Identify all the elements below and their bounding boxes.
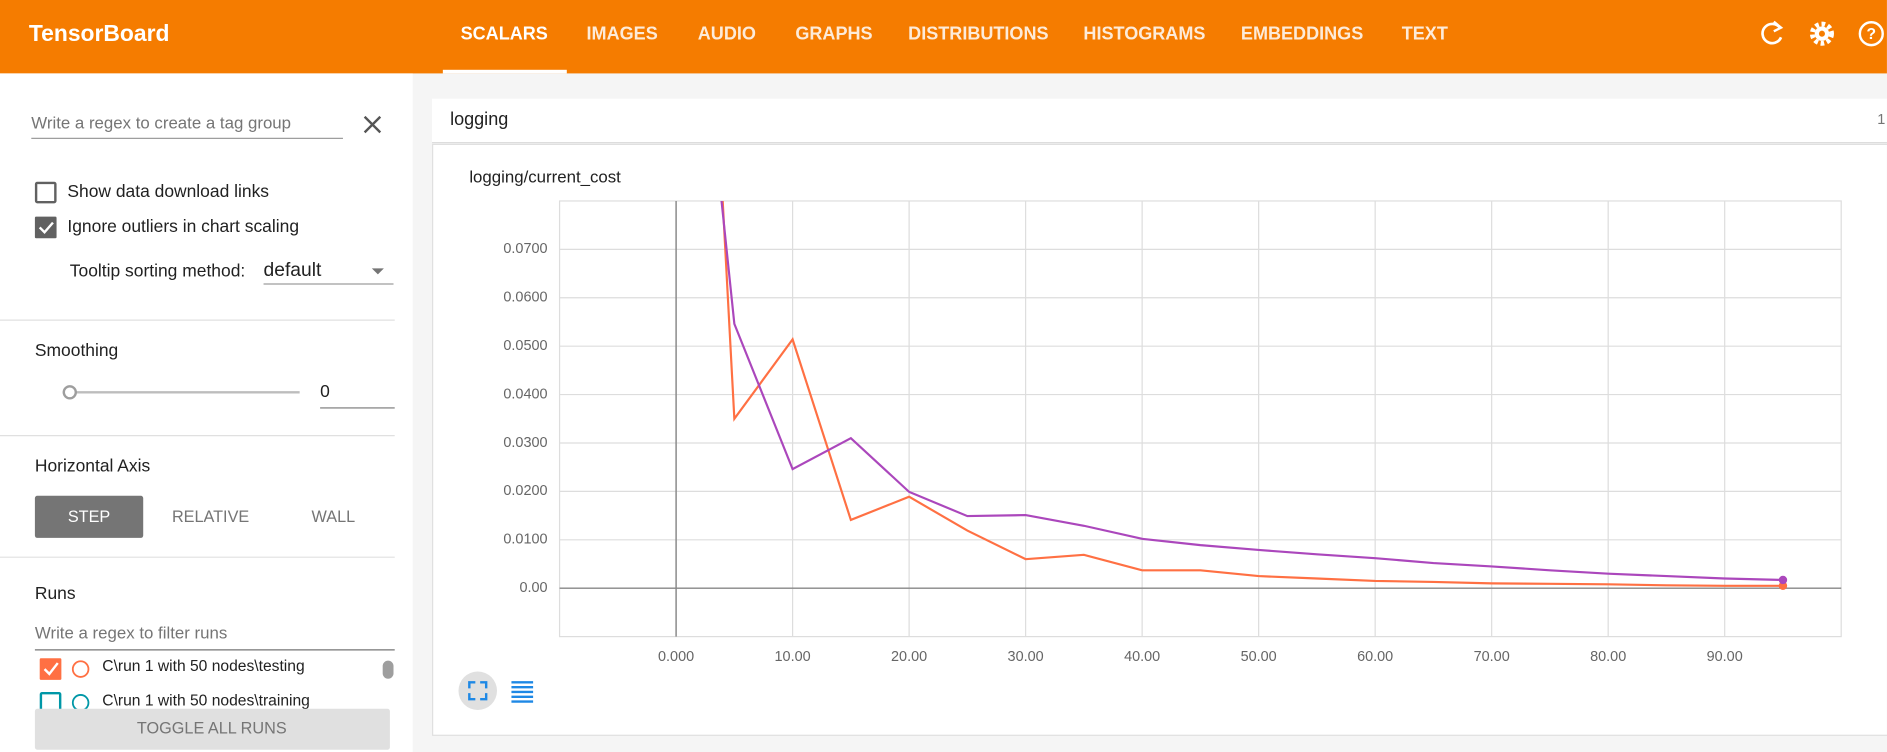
reload-icon[interactable] <box>1761 20 1784 45</box>
x-tick-label: 40.00 <box>1124 649 1160 665</box>
tab[interactable]: GRAPHS <box>795 24 872 44</box>
panel-header[interactable] <box>432 98 1887 143</box>
plot: 0.00 0.0100 0.0200 0.0300 0.0400 0.0500 0.0600… <box>503 200 1842 665</box>
series-group <box>720 200 1788 590</box>
fullscreen-button[interactable] <box>458 671 498 711</box>
log-scale-button[interactable] <box>511 681 534 703</box>
tab[interactable]: SCALARS <box>461 24 548 44</box>
checkbox-label: Show data download links <box>67 181 269 201</box>
panel-title: logging <box>450 109 508 129</box>
tab[interactable]: IMAGES <box>587 24 658 44</box>
x-tick-label: 30.00 <box>1008 649 1044 665</box>
run-radio[interactable] <box>71 660 90 678</box>
axis-button-selected[interactable] <box>34 495 144 538</box>
settings-icon[interactable] <box>1809 21 1834 46</box>
tab[interactable]: HISTOGRAMS <box>1083 24 1205 44</box>
end-point <box>1778 581 1788 590</box>
tab[interactable]: DISTRIBUTIONS <box>908 24 1048 44</box>
app-title: TensorBoard <box>29 20 170 46</box>
clear-icon[interactable] <box>363 115 382 134</box>
y-tick-label: 0.0400 <box>503 386 547 402</box>
y-tick-label: 0.0600 <box>503 290 547 306</box>
slider-knob[interactable] <box>62 385 78 400</box>
x-tick-label: 0.000 <box>658 649 694 665</box>
tag-group-input[interactable]: Write a regex to create a tag group <box>31 113 291 132</box>
dropdown-arrow <box>371 268 384 275</box>
section-label: Smoothing <box>35 340 118 360</box>
tab[interactable]: AUDIO <box>698 24 756 44</box>
y-tick-label: 0.0100 <box>503 532 547 548</box>
x-tick-label: 10.00 <box>775 649 811 665</box>
x-tick-label: 70.00 <box>1474 649 1510 665</box>
axis-option[interactable]: STEP <box>68 508 110 526</box>
sidebar <box>0 73 413 752</box>
scrollbar[interactable] <box>382 660 394 679</box>
chart-title: logging/current_cost <box>469 168 621 187</box>
x-tick-label: 50.00 <box>1241 649 1277 665</box>
panel-count: 1 <box>1877 112 1885 128</box>
dropdown-value[interactable]: default <box>264 260 322 281</box>
tab-underline <box>442 69 567 74</box>
x-tick-label: 20.00 <box>891 649 927 665</box>
checkbox-label: Ignore outliers in chart scaling <box>67 216 299 236</box>
axis-option[interactable]: WALL <box>312 508 356 526</box>
plot-frame <box>558 200 1842 638</box>
y-tick-label: 0.0300 <box>503 435 547 451</box>
smoothing-input[interactable]: 0 <box>320 381 330 401</box>
runs-filter[interactable]: Write a regex to filter runs <box>35 624 227 643</box>
fullscreen-icon <box>468 681 488 701</box>
checkbox[interactable] <box>34 181 57 204</box>
run-checkbox[interactable] <box>39 658 62 680</box>
toggle-button-label[interactable]: TOGGLE ALL RUNS <box>137 720 287 738</box>
x-tick-label: 60.00 <box>1357 649 1393 665</box>
series-line <box>720 200 1783 582</box>
series-line <box>721 200 1783 587</box>
run-name: C\run 1 with 50 nodes\training <box>102 693 310 710</box>
tab[interactable]: TEXT <box>1402 24 1448 44</box>
x-tick-label: 90.00 <box>1707 649 1743 665</box>
y-tick-label: 0.00 <box>519 580 547 596</box>
tab[interactable]: EMBEDDINGS <box>1241 24 1363 44</box>
help-icon[interactable]: ? <box>1858 21 1884 47</box>
y-tick-label: 0.0200 <box>503 483 547 499</box>
end-point <box>1778 575 1788 585</box>
y-tick-label: 0.0500 <box>503 338 547 354</box>
checkbox-checked[interactable] <box>34 216 57 239</box>
chart-card <box>432 143 1887 736</box>
svg-text:?: ? <box>1867 26 1877 43</box>
run-name: C\run 1 with 50 nodes\testing <box>102 658 304 675</box>
section-label: Horizontal Axis <box>35 456 151 476</box>
toggle-button[interactable] <box>34 708 390 750</box>
axis-option[interactable]: RELATIVE <box>172 508 249 526</box>
section-label: Runs <box>35 583 76 603</box>
header-bar <box>0 0 1887 74</box>
dropdown-label: Tooltip sorting method: <box>70 261 245 281</box>
x-tick-label: 80.00 <box>1590 649 1626 665</box>
y-tick-label: 0.0700 <box>503 241 547 257</box>
